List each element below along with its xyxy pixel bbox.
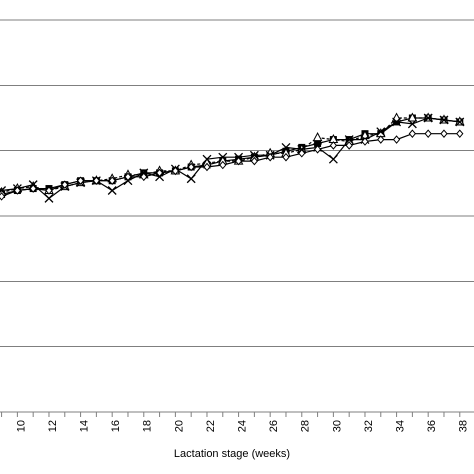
x-tick-label: 16	[110, 420, 122, 432]
data-point-diamond	[219, 160, 227, 170]
data-point-diamond	[392, 135, 401, 144]
data-point-diamond	[234, 156, 243, 166]
data-point-diamond	[298, 149, 306, 158]
x-tick-label: 38	[458, 420, 470, 432]
data-point-diamond	[0, 192, 6, 201]
data-point-x	[281, 142, 291, 152]
x-tick-label: 18	[142, 420, 154, 432]
data-point-x	[392, 117, 402, 127]
data-point-diamond	[124, 172, 132, 182]
gridlines	[0, 19, 474, 348]
data-point-diamond	[92, 176, 101, 185]
data-point-diamond	[250, 156, 259, 166]
x-tick-label: 20	[173, 420, 185, 432]
data-point-diamond	[440, 129, 448, 138]
data-point-triangle	[407, 112, 418, 122]
x-tick-label: 22	[205, 420, 217, 432]
series-line-diamond	[1, 133, 460, 197]
x-tick-label: 24	[236, 420, 248, 432]
data-point-diamond	[313, 145, 322, 154]
data-point-x	[439, 115, 449, 125]
data-point-x	[218, 152, 228, 162]
x-tick-label: 36	[426, 420, 438, 432]
data-point-diamond	[13, 186, 22, 195]
data-point-diamond	[282, 152, 290, 162]
data-point-diamond	[45, 186, 53, 195]
x-tick-label: 26	[268, 420, 280, 432]
series-line-x	[1, 117, 460, 200]
data-point-diamond	[29, 184, 37, 193]
data-point-x	[328, 154, 338, 164]
data-point-x	[44, 193, 54, 203]
data-point-x	[423, 113, 433, 123]
x-axis-title: Lactation stage (weeks)	[174, 448, 290, 460]
data-point-diamond	[424, 129, 432, 138]
data-point-diamond	[61, 180, 69, 189]
x-tick-label: 30	[331, 420, 343, 432]
data-point-square	[314, 139, 322, 147]
x-tick-label: 10	[15, 420, 27, 432]
data-point-diamond	[266, 152, 274, 162]
x-tick-label: 32	[363, 420, 375, 432]
data-point-diamond	[345, 141, 353, 150]
x-tick-label: 28	[300, 420, 312, 432]
data-point-x	[376, 127, 386, 137]
data-point-diamond	[155, 168, 164, 178]
data-point-diamond	[361, 137, 369, 146]
x-tick-label: 14	[78, 420, 90, 432]
data-point-diamond	[456, 129, 464, 138]
data-point-diamond	[203, 162, 211, 172]
series-line-triangle	[1, 117, 460, 194]
data-point-x	[0, 186, 7, 195]
data-point-x	[407, 119, 417, 129]
data-point-x	[455, 117, 465, 127]
x-axis-ticks: 10 12 14 16 18 20 22 24 26 28 30 32 34 36 38	[1, 412, 470, 432]
data-point-diamond	[408, 129, 417, 138]
data-point-diamond	[171, 166, 180, 176]
data-point-diamond	[187, 162, 195, 172]
data-point-triangle	[312, 132, 323, 142]
data-point-x	[249, 150, 259, 160]
data-point-x	[107, 186, 117, 195]
data-point-diamond	[108, 176, 116, 185]
data-point-diamond	[140, 172, 148, 182]
data-point-diamond	[329, 141, 338, 150]
series-group	[0, 112, 465, 203]
x-tick-label: 12	[47, 420, 59, 432]
data-point-x	[202, 154, 212, 164]
data-point-x	[344, 135, 354, 145]
data-point-diamond	[76, 176, 85, 185]
x-tick-label: 34	[394, 420, 406, 432]
data-point-x	[186, 174, 196, 184]
data-point-diamond	[377, 135, 385, 144]
